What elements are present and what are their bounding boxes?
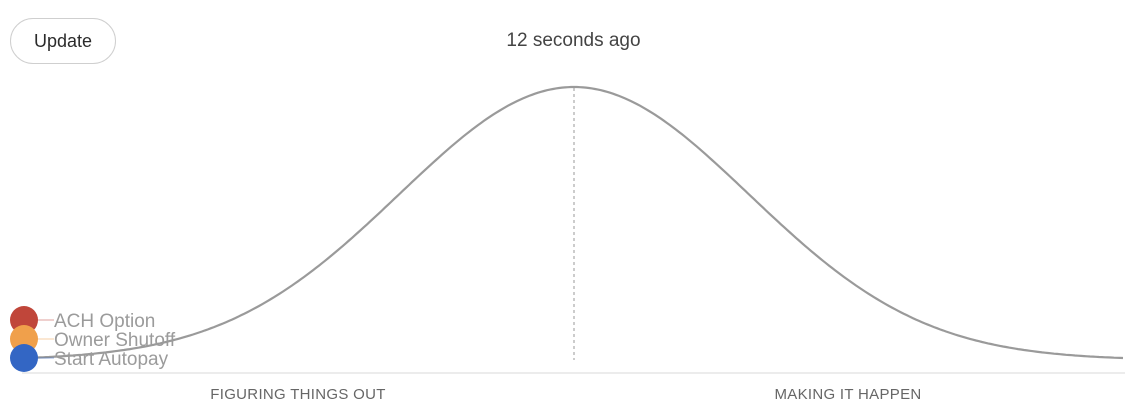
hill-item-label: Start Autopay: [54, 349, 169, 370]
hill-item-dot[interactable]: [10, 344, 38, 372]
phase-label-figuring: FIGURING THINGS OUT: [210, 386, 386, 403]
last-updated-timestamp: 12 seconds ago: [506, 30, 641, 51]
hill-curve: [21, 85, 1124, 360]
phase-label-making: MAKING IT HAPPEN: [774, 386, 922, 403]
hill-item-label: Owner Shutoff: [54, 330, 176, 351]
update-button[interactable]: Update: [10, 18, 116, 64]
hill-item-label: ACH Option: [54, 311, 155, 332]
